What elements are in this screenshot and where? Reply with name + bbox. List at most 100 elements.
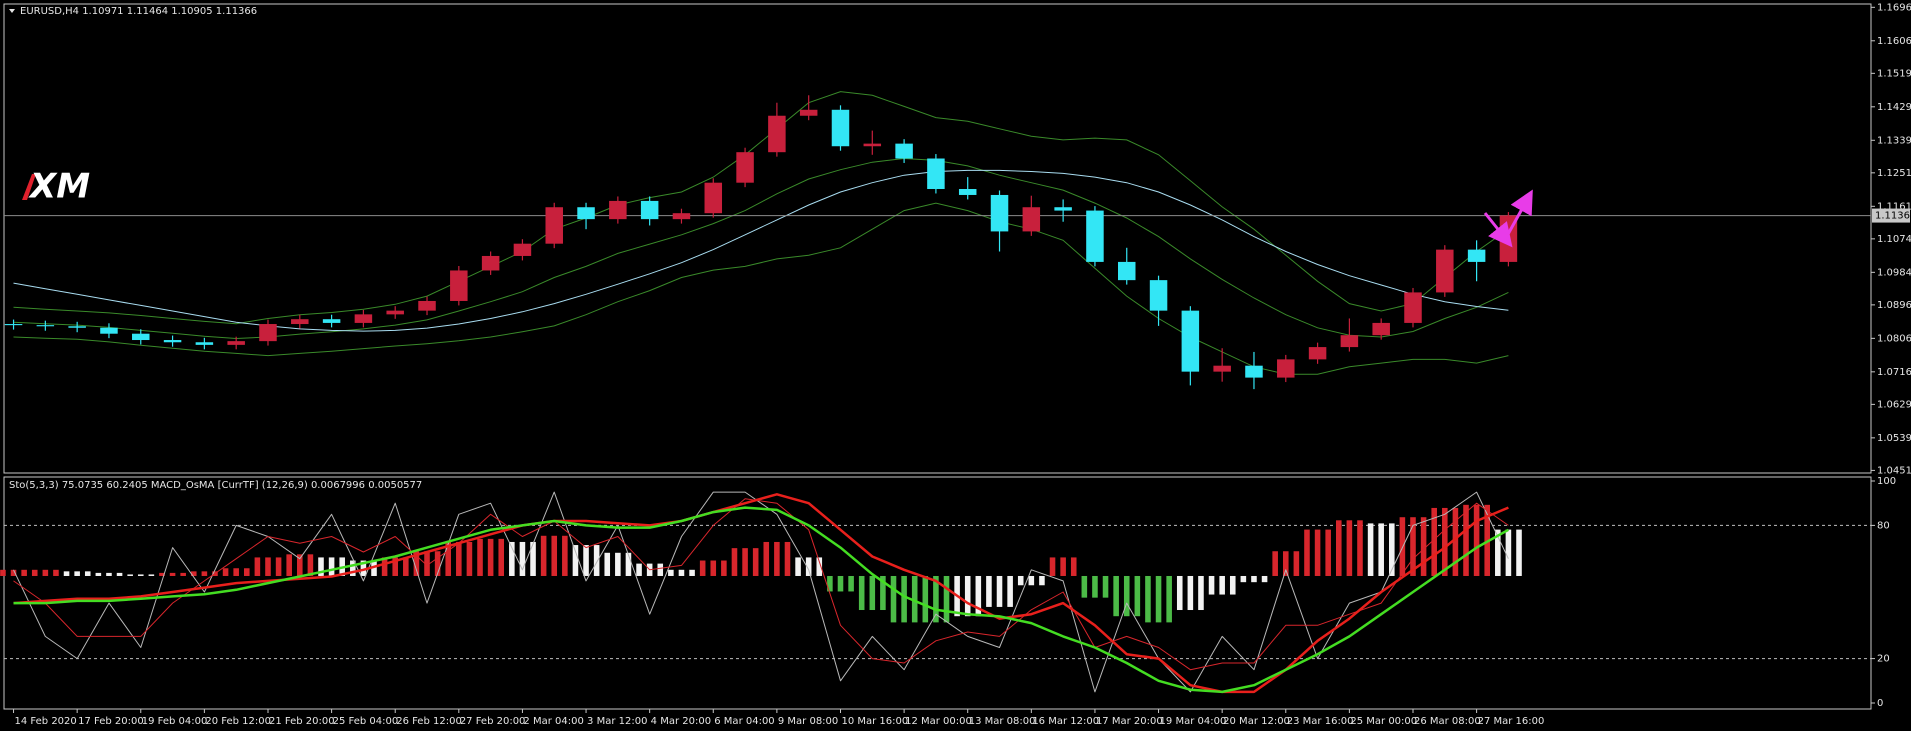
candle-body	[1404, 292, 1422, 323]
x-tick-label: 20 Feb 12:00	[205, 716, 271, 727]
x-tick-label: 25 Feb 04:00	[333, 716, 399, 727]
x-tick-label: 9 Mar 08:00	[778, 716, 838, 727]
histogram-bar	[519, 541, 526, 576]
histogram-bar	[1389, 523, 1395, 576]
histogram-bar	[1017, 575, 1024, 586]
histogram-bar	[254, 557, 261, 576]
histogram-bar	[721, 560, 727, 576]
histogram-bar	[1251, 575, 1257, 583]
y-tick-label: 1.09840	[1877, 267, 1911, 278]
histogram-bar	[530, 541, 536, 576]
forecast-arrow-down	[1483, 212, 1513, 248]
histogram-bar	[678, 569, 685, 576]
candle-body	[1308, 347, 1327, 360]
histogram-bar	[1187, 575, 1194, 611]
y-tick-label: 1.16965	[1877, 2, 1911, 13]
histogram-bar	[1208, 575, 1215, 595]
histogram-bar	[95, 572, 102, 576]
candle-body	[1372, 322, 1390, 336]
histogram-bar	[1070, 557, 1077, 576]
histogram-bar	[593, 545, 600, 576]
x-tick-label: 26 Feb 12:00	[396, 716, 462, 727]
histogram-bar	[583, 545, 589, 576]
histogram-bar	[1176, 575, 1183, 611]
histogram-bar	[1102, 575, 1109, 598]
candle-body	[863, 143, 882, 147]
histogram-bar	[233, 568, 239, 576]
histogram-bar	[1420, 517, 1427, 576]
histogram-bar	[74, 571, 80, 576]
candle-body	[4, 324, 23, 326]
y-tick-label: 1.10740	[1877, 234, 1911, 245]
histogram-bar	[668, 569, 674, 576]
histogram-bar	[943, 575, 950, 623]
candle-body	[68, 326, 86, 328]
histogram-bar	[1007, 575, 1013, 607]
histogram-bar	[615, 552, 621, 576]
histogram-bar	[297, 554, 303, 576]
candle-body	[768, 115, 786, 153]
histogram-bar	[1113, 575, 1119, 617]
candle-body	[227, 341, 245, 345]
candle-body	[1340, 335, 1359, 348]
histogram-bar	[1039, 575, 1045, 586]
y-tick-label: 20	[1877, 654, 1890, 665]
histogram-bar	[1378, 523, 1384, 576]
histogram-bar	[1452, 507, 1459, 576]
candle-body	[1213, 365, 1231, 372]
histogram-bar	[933, 575, 939, 623]
logo-mark	[22, 174, 36, 200]
candle-body	[545, 207, 563, 244]
x-tick-label: 16 Mar 12:00	[1032, 716, 1099, 727]
histogram-bar	[858, 575, 865, 611]
x-tick-label: 25 Mar 00:00	[1350, 716, 1417, 727]
menu-triangle[interactable]	[9, 9, 15, 13]
histogram-bar	[996, 575, 1003, 607]
histogram-bar	[805, 557, 812, 576]
current-price-box	[1872, 208, 1910, 223]
candle-body	[322, 319, 341, 323]
histogram-bar	[986, 575, 992, 607]
x-tick-label: 27 Mar 16:00	[1478, 716, 1545, 727]
candle-body	[1436, 249, 1454, 293]
indicator-plot: 100 80 20 0	[0, 476, 1896, 709]
histogram-bar	[816, 557, 823, 576]
histogram-bar	[710, 560, 717, 576]
x-tick-label: 26 Mar 08:00	[1414, 716, 1481, 727]
histogram-bar	[964, 575, 971, 617]
histogram-bar	[1505, 529, 1512, 576]
x-tick-label: 4 Mar 20:00	[651, 716, 711, 727]
x-tick-label: 27 Feb 20:00	[460, 716, 526, 727]
histogram-bar	[137, 574, 144, 576]
histogram-bar	[562, 535, 568, 576]
candle-body	[799, 109, 818, 116]
candle-body	[1245, 365, 1263, 378]
histogram-bar	[540, 535, 547, 576]
histogram-bar	[275, 557, 282, 576]
indicator-line	[13, 491, 1509, 693]
y-tick-label: 1.15190	[1877, 68, 1911, 79]
histogram-bar	[890, 575, 897, 623]
y-tick-label: 1.07165	[1877, 367, 1911, 378]
histogram-bar	[1410, 517, 1416, 576]
histogram-bar	[381, 557, 388, 576]
histogram-bar	[477, 538, 483, 576]
x-tick-label: 12 Mar 00:00	[905, 716, 972, 727]
y-tick-label: 100	[1877, 476, 1896, 487]
candle-body	[609, 200, 627, 220]
indicator-line	[13, 506, 1510, 694]
histogram-bar	[1282, 551, 1289, 576]
histogram-bar	[456, 541, 462, 576]
histogram-bar	[1463, 504, 1469, 576]
y-tick-label: 1.11615	[1877, 201, 1911, 212]
histogram-bar	[190, 571, 197, 576]
y-tick-label: 1.14290	[1877, 102, 1911, 113]
histogram-bar	[0, 569, 6, 576]
x-tick-label: 13 Mar 08:00	[969, 716, 1036, 727]
candle-body	[1181, 310, 1200, 372]
candle-body	[1149, 280, 1168, 311]
histogram-bar	[1346, 520, 1353, 576]
histogram-bar	[975, 575, 982, 617]
candle-body	[132, 333, 150, 341]
